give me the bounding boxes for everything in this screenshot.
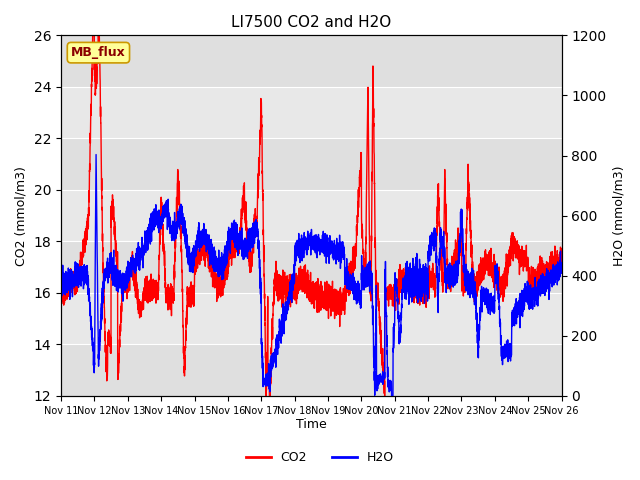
H2O xyxy=(557,262,565,267)
CO2 xyxy=(262,393,270,399)
H2O xyxy=(431,239,438,244)
CO2 xyxy=(557,261,565,266)
Legend: CO2, H2O: CO2, H2O xyxy=(241,446,399,469)
Title: LI7500 CO2 and H2O: LI7500 CO2 and H2O xyxy=(231,15,392,30)
H2O xyxy=(92,152,100,157)
CO2 xyxy=(248,248,256,253)
Bar xyxy=(61,344,561,396)
CO2 xyxy=(431,276,438,282)
H2O xyxy=(148,210,156,216)
Line: H2O: H2O xyxy=(61,155,561,396)
CO2 xyxy=(383,287,390,292)
H2O xyxy=(248,239,256,244)
Text: MB_flux: MB_flux xyxy=(71,46,126,59)
X-axis label: Time: Time xyxy=(296,419,326,432)
Y-axis label: CO2 (mmol/m3): CO2 (mmol/m3) xyxy=(15,166,28,265)
CO2 xyxy=(57,279,65,285)
CO2 xyxy=(469,277,477,283)
CO2 xyxy=(89,33,97,38)
CO2 xyxy=(358,204,365,210)
H2O xyxy=(358,295,365,301)
H2O xyxy=(469,279,477,285)
Y-axis label: H2O (mmol/m3): H2O (mmol/m3) xyxy=(612,166,625,266)
H2O xyxy=(383,326,390,332)
CO2 xyxy=(148,286,156,292)
Bar xyxy=(61,36,561,87)
Line: CO2: CO2 xyxy=(61,36,561,396)
Bar xyxy=(61,241,561,293)
H2O xyxy=(388,393,396,399)
H2O xyxy=(57,265,65,271)
Bar xyxy=(61,138,561,190)
